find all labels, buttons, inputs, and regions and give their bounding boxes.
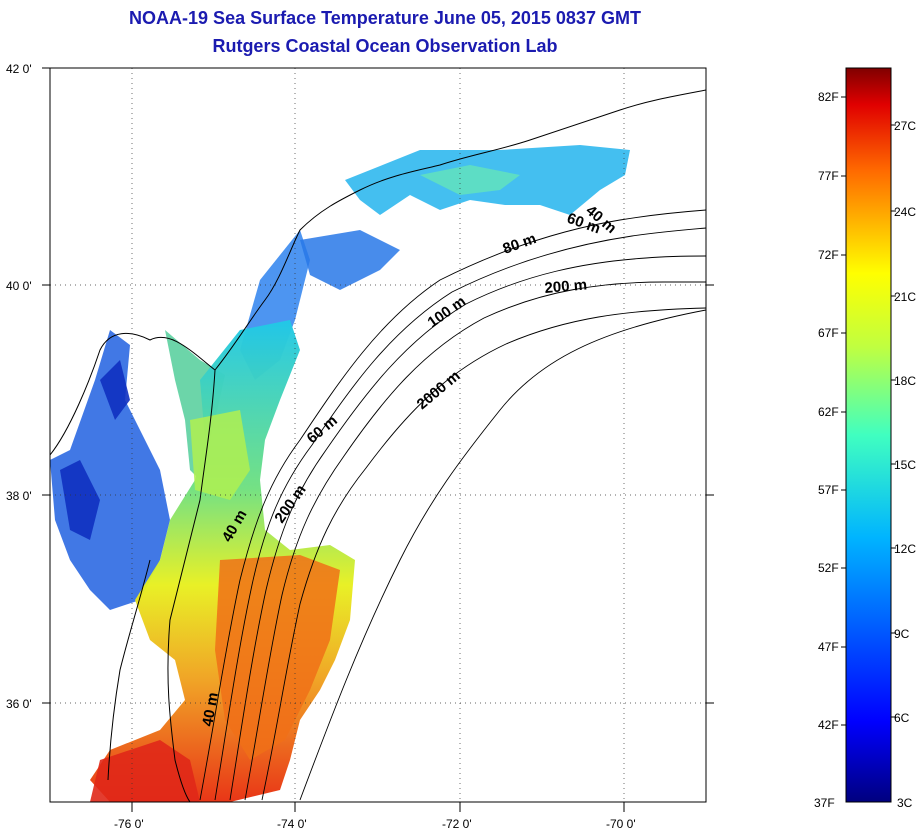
colorbar-f-label: 77F: [818, 169, 839, 183]
colorbar-c-label: 27C: [894, 119, 916, 133]
lat-label-38: 38 0': [6, 489, 32, 503]
colorbar-c-label: 12C: [894, 542, 916, 556]
map-title: NOAA-19 Sea Surface Temperature June 05,…: [129, 8, 641, 28]
colorbar-f-label: 72F: [818, 248, 839, 262]
colorbar-c-label: 3C: [897, 796, 913, 810]
colorbar: [845, 67, 892, 803]
contour-label-200m-ne: 200 m: [544, 276, 588, 297]
colorbar-c-label: 21C: [894, 290, 916, 304]
contour-label-40m-south: 40 m: [199, 691, 222, 728]
lat-label-36: 36 0': [6, 697, 32, 711]
colorbar-c-labels: 27C 24C 21C 18C 15C 12C 9C 6C 3C: [894, 119, 916, 810]
lon-label-70: -70 0': [606, 817, 636, 831]
colorbar-c-label: 9C: [894, 627, 910, 641]
colorbar-f-label: 57F: [818, 483, 839, 497]
chesapeake-bay-sst: [50, 330, 170, 610]
map-area: 40 m 60 m 80 m 200 m 100 m 2000 m 60 m 2…: [50, 68, 706, 802]
lat-label-42: 42 0': [6, 62, 32, 76]
colorbar-f-label: 37F: [814, 796, 835, 810]
lon-label-76: -76 0': [114, 817, 144, 831]
lat-label-40: 40 0': [6, 279, 32, 293]
colorbar-f-label: 42F: [818, 718, 839, 732]
colorbar-f-label: 52F: [818, 561, 839, 575]
colorbar-f-labels: 82F 77F 72F 67F 62F 57F 52F 47F 42F 37F: [814, 90, 839, 810]
axis-ticks: [42, 67, 714, 812]
colorbar-f-label: 82F: [818, 90, 839, 104]
colorbar-c-label: 6C: [894, 711, 910, 725]
colorbar-c-label: 18C: [894, 374, 916, 388]
map-subtitle: Rutgers Coastal Ocean Observation Lab: [212, 36, 558, 56]
bathymetry-contours: [199, 209, 706, 801]
colorbar-f-label: 62F: [818, 405, 839, 419]
lon-label-74: -74 0': [277, 817, 307, 831]
lon-label-72: -72 0': [442, 817, 472, 831]
map-frame: [49, 67, 707, 803]
colorbar-c-label: 15C: [894, 458, 916, 472]
coastline: [50, 89, 706, 802]
colorbar-f-label: 47F: [818, 640, 839, 654]
colorbar-f-label: 67F: [818, 326, 839, 340]
colorbar-c-label: 24C: [894, 205, 916, 219]
